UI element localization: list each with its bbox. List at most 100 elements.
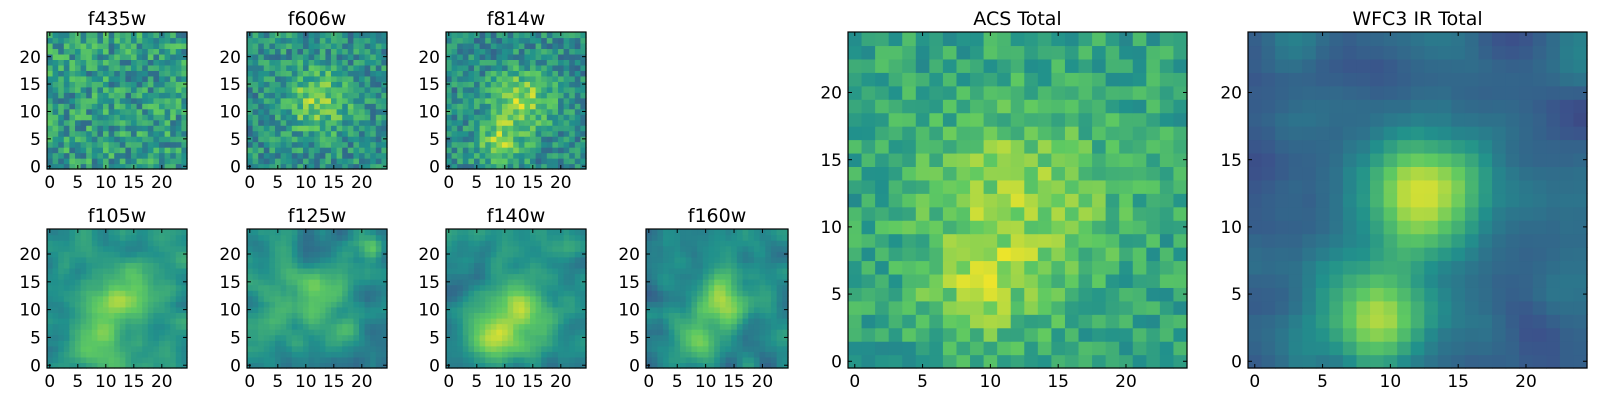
heatmap-cell (164, 279, 171, 286)
heatmap-cell (541, 229, 548, 236)
heatmap-cell (776, 290, 783, 297)
heatmap-cell (552, 103, 559, 110)
heatmap-cell (468, 356, 475, 364)
heatmap-cell (848, 152, 863, 167)
heatmap-cell (119, 163, 126, 170)
heatmap-cell (1146, 314, 1161, 329)
heatmap-cell (753, 295, 761, 302)
heatmap-cell (691, 317, 698, 325)
heatmap-cell (58, 163, 65, 170)
heatmap-cell (485, 86, 492, 93)
heatmap-cell (353, 256, 360, 263)
heatmap-cell (956, 354, 971, 369)
heatmap-cell (451, 267, 458, 275)
heatmap-cell (541, 251, 548, 258)
y-tick-label: 0 (429, 157, 440, 177)
heatmap-cell (75, 86, 82, 93)
heatmap-cell (364, 152, 371, 159)
heatmap-cell (247, 356, 254, 364)
heatmap-cell (446, 340, 453, 347)
heatmap-cell (247, 234, 254, 241)
heatmap-cell (286, 262, 293, 269)
heatmap-cell (535, 267, 542, 275)
heatmap-cell (541, 152, 548, 159)
heatmap-cell (462, 32, 469, 39)
heatmap-cell (451, 284, 458, 291)
heatmap-cell (52, 81, 59, 88)
heatmap-cell (269, 340, 276, 347)
heatmap-cell (286, 136, 293, 143)
heatmap-cell (457, 240, 464, 247)
heatmap-cell (1051, 220, 1066, 235)
heatmap-cell (552, 141, 559, 148)
heatmap-cell (142, 70, 149, 77)
heatmap-cell (513, 32, 520, 39)
heatmap-cell (370, 262, 377, 269)
heatmap-cell (342, 32, 349, 39)
heatmap-cell (685, 267, 693, 275)
heatmap-cell (446, 234, 453, 241)
heatmap-cells (247, 229, 388, 369)
heatmap-cell (719, 262, 727, 269)
heatmap-cell (125, 240, 132, 247)
heatmap-cell (381, 229, 388, 236)
heatmap-cell (742, 267, 749, 275)
heatmap-cell (646, 356, 653, 364)
heatmap-cell (364, 312, 371, 319)
heatmap-cell (86, 119, 93, 126)
heatmap-cell (381, 32, 388, 39)
heatmap-cell (446, 141, 453, 148)
heatmap-cell (370, 64, 377, 71)
heatmap-cell (381, 340, 388, 347)
heatmap-cell (58, 229, 65, 236)
heatmap-cell (291, 103, 298, 110)
heatmap-cell (518, 152, 525, 159)
heatmap-cell (1119, 327, 1134, 342)
heatmap-cell (353, 32, 360, 39)
heatmap-cell (719, 245, 727, 252)
heatmap-cell (364, 114, 371, 121)
heatmap-cell (1119, 233, 1134, 248)
heatmap-cell (507, 125, 514, 132)
heatmap-cell (181, 295, 188, 302)
y-tick-label: 5 (230, 329, 241, 349)
heatmap-cell (502, 103, 509, 110)
heatmap-cell (680, 329, 687, 336)
heatmap-cell (247, 141, 254, 148)
heatmap-cell (297, 64, 304, 71)
heatmap-cell (719, 273, 727, 280)
heatmap-cell (175, 262, 182, 269)
heatmap-cell (297, 290, 304, 297)
heatmap-cell (347, 273, 354, 280)
heatmap-cell (663, 334, 670, 341)
heatmap-cell (457, 334, 464, 341)
heatmap-cell (725, 345, 732, 352)
heatmap-cell (119, 158, 126, 165)
heatmap-cell (580, 92, 587, 99)
heatmap-cell (888, 193, 903, 208)
heatmap-cell (518, 147, 525, 154)
heatmap-cell (552, 301, 559, 308)
heatmap-cell (956, 300, 971, 315)
heatmap-cell (1105, 166, 1120, 181)
heatmap-cell (153, 75, 160, 82)
heatmap-cell (1010, 233, 1025, 248)
heatmap-cell (375, 108, 382, 115)
heatmap-cell (381, 345, 388, 352)
heatmap-cell (286, 141, 293, 148)
heatmap-cell (1024, 327, 1039, 342)
heatmap-cell (697, 334, 704, 341)
heatmap-cell (136, 295, 143, 302)
heatmap-cell (457, 97, 464, 104)
heatmap-cell (52, 147, 59, 154)
heatmap-cell (782, 245, 789, 252)
heatmap-cell (86, 306, 93, 313)
heatmap-cell (108, 340, 115, 347)
heatmap-cell (513, 229, 520, 236)
heatmap-cell (319, 245, 326, 252)
heatmap-cell (342, 70, 349, 77)
heatmap-cell (765, 345, 772, 352)
heatmap-cell (558, 351, 565, 358)
heatmap-cell (114, 70, 121, 77)
